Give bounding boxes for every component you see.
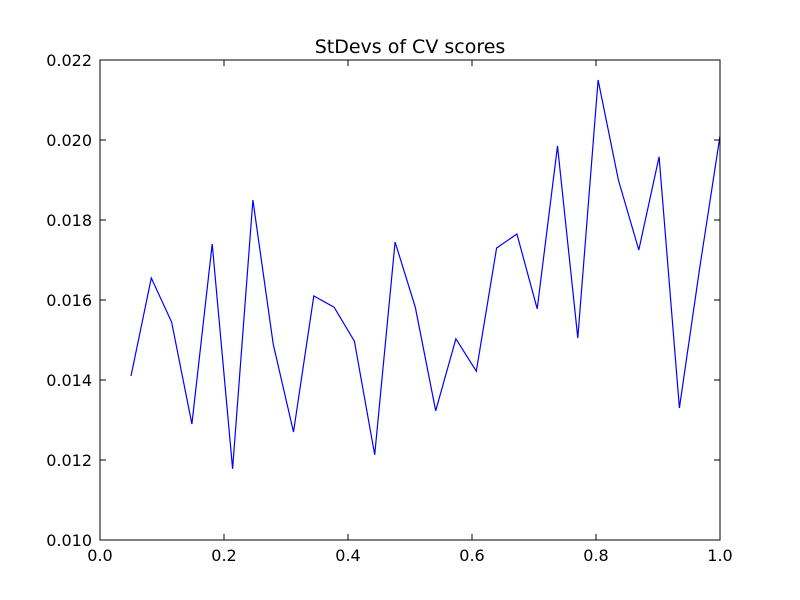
x-tick-label: 0.6 [459,546,484,565]
x-tick-label: 0.2 [211,546,236,565]
x-tick-label: 0.4 [335,546,360,565]
y-tick-label: 0.016 [46,291,92,310]
chart-title: StDevs of CV scores [315,36,506,58]
y-tick-label: 0.022 [46,51,92,70]
y-tick-label: 0.014 [46,371,92,390]
series-line [130,79,721,469]
x-tick-label: 1.0 [707,546,732,565]
series-layer [130,79,721,469]
plot-frame [99,59,721,541]
y-tick-label: 0.020 [46,131,92,150]
x-tick-label: 0.8 [583,546,608,565]
y-tick-label: 0.012 [46,451,92,470]
y-tick-label: 0.018 [46,211,92,230]
x-tick-label: 0.0 [87,546,112,565]
y-tick-label: 0.010 [46,531,92,550]
ticks-layer: 0.0 0.2 0.4 0.6 0.8 1.0 0.010 0.012 0.014 0.016 0.… [46,51,733,565]
